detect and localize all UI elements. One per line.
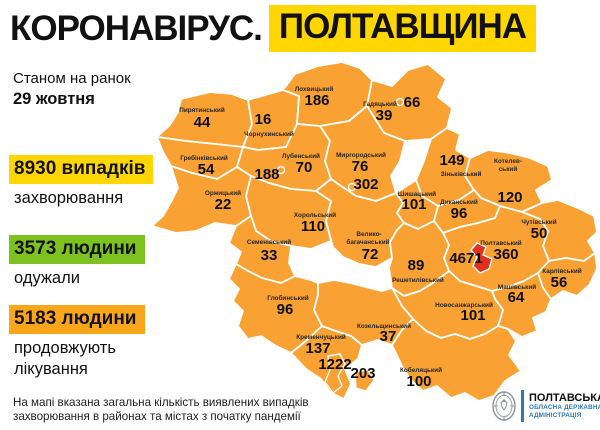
- city-count-horishni-plavni: 203: [350, 365, 375, 382]
- district-label-myrhorodskyi: Миргородський: [336, 151, 386, 159]
- city-count-hadiach: 66: [404, 94, 421, 111]
- district-count-dykanskyi: 96: [451, 205, 468, 222]
- district-count-shyshatskyi: 101: [401, 196, 426, 213]
- title-highlight: ПОЛТАВЩИНА: [268, 5, 537, 52]
- city-marker-hadiach: [395, 97, 405, 107]
- district-count-orzhytskyi: 22: [215, 196, 232, 213]
- district-label-mashivskyi: Машівський: [498, 283, 536, 291]
- district-label-chornukhynskyi: Чорнухинський: [244, 130, 294, 138]
- district-label-velykobahachanskyi: Велико-: [356, 231, 381, 238]
- as-of-line2: 29 жовтня: [13, 89, 95, 108]
- map-footnote: На мапі вказана загальна кількість виявл…: [13, 396, 309, 424]
- stat-recovered: 3573 людини одужали: [9, 235, 145, 289]
- district-count-hadiatskyi: 39: [376, 107, 393, 124]
- district-label-kotelevskyi: ський: [499, 165, 518, 173]
- district-count-chutivskyi: 50: [531, 225, 548, 242]
- district-label-hadiatskyi: Гадяцький: [363, 100, 397, 108]
- district-label-khorolskyi: Хорольський: [294, 211, 336, 219]
- as-of-line1: Станом на ранок: [13, 70, 131, 87]
- stat-cases-value: 8930 випадків: [9, 155, 154, 184]
- district-kobeliatskyi: [391, 318, 522, 402]
- district-label-hrebinkivskyi: Гребінківський: [180, 154, 228, 162]
- district-count-hlobynskyi: 96: [277, 301, 294, 318]
- city-marker-poltava: [470, 242, 493, 274]
- district-count-poltavskyi: 360: [493, 246, 518, 263]
- district-label-hlobynskyi: Глобинський: [267, 294, 309, 302]
- city-count-kremenchuk: 1222: [318, 356, 351, 373]
- district-count-pyriatynskyi: 44: [194, 114, 211, 131]
- city-count-lubny: 188: [254, 166, 279, 183]
- logo-subtitle-1: ОБЛАСНА ДЕРЖАВНА: [529, 404, 600, 412]
- district-label-poltavskyi: Полтавський: [480, 239, 521, 247]
- district-count-zinkivskyi: 149: [439, 152, 464, 169]
- stat-recovered-value: 3573 людини: [9, 235, 145, 264]
- district-count-novosanzharskyi: 101: [460, 307, 485, 324]
- city-count-myrhorod: 302: [353, 176, 378, 193]
- stat-treatment-caption: продовжують лікування: [14, 339, 116, 378]
- district-count-karlivskyi: 56: [551, 274, 568, 291]
- district-count-chornukhynskyi: 16: [255, 111, 272, 128]
- district-label-kremenchutskyi: Кременчуцький: [296, 333, 346, 341]
- district-orzhytskyi: [151, 165, 252, 234]
- page-title: КОРОНАВІРУС. ПОЛТАВЩИНА: [10, 5, 537, 52]
- district-count-lokhvytskyi: 186: [304, 92, 329, 109]
- stat-treatment-value: 5183 людини: [9, 305, 145, 334]
- district-label-zinkivskyi: Зіньківський: [441, 170, 482, 178]
- district-count-lubenskyi: 70: [296, 159, 313, 176]
- district-label-dykanskyi: Диканський: [440, 198, 478, 206]
- stat-treatment: 5183 людини продовжують лікування: [9, 305, 145, 379]
- district-label-lokhvytskyi: Лохвицький: [295, 85, 334, 93]
- district-label-reshetylivskyi: Решетилівський: [392, 276, 444, 284]
- district-count-reshetylivskyi: 89: [408, 257, 425, 274]
- city-marker-lubny: [276, 165, 286, 175]
- district-label-lubenskyi: Лубенський: [282, 152, 320, 160]
- stat-cases: 8930 випадків захворювання: [9, 155, 154, 209]
- district-count-mashivskyi: 64: [508, 289, 525, 306]
- district-label-orzhytskyi: Оржицький: [205, 189, 241, 197]
- district-label-kotelevskyi: Котелев-: [494, 158, 522, 165]
- district-count-myrhorodskyi: 76: [352, 158, 369, 175]
- logo-divider: [521, 390, 524, 422]
- city-marker-horishni-plavni: [354, 369, 375, 392]
- district-count-khorolskyi: 110: [301, 218, 325, 235]
- district-count-velykobahachanskyi: 72: [362, 246, 379, 263]
- district-label-semenivskyi: Семенівський: [247, 238, 291, 246]
- city-marker-myrhorod: [347, 182, 357, 192]
- district-label-shyshatskyi: Шишацький: [398, 190, 436, 198]
- district-count-semenivskyi: 33: [261, 247, 278, 264]
- district-label-velykobahachanskyi: багачанський: [346, 238, 389, 246]
- logo-subtitle-2: АДМІНІСТРАЦІЯ: [529, 412, 582, 420]
- as-of-date: Станом на ранок 29 жовтня: [13, 69, 131, 110]
- city-count-poltava: 4671: [449, 250, 482, 267]
- city-marker-kremenchuk: [324, 353, 346, 394]
- district-count-hrebinkivskyi: 54: [198, 161, 215, 178]
- district-label-pyriatynskyi: Пирятинський: [179, 106, 225, 114]
- district-label-novosanzharskyi: Новосанжарський: [435, 301, 493, 309]
- district-label-karlivskyi: Карлівський: [542, 267, 581, 275]
- coat-of-arms-icon: [492, 391, 516, 421]
- district-count-kremenchutskyi: 137: [305, 340, 330, 357]
- district-label-kobeliatskyi: Кобеляцький: [400, 366, 442, 374]
- district-count-kobeliatskyi: 100: [406, 373, 431, 390]
- administration-logo: ПОЛТАВСЬКА ОБЛАСНА ДЕРЖАВНА АДМІНІСТРАЦІ…: [492, 390, 600, 422]
- title-prefix: КОРОНАВІРУС.: [10, 8, 263, 48]
- district-count-kozelshchynskyi: 37: [380, 328, 397, 345]
- stat-cases-caption: захворювання: [14, 189, 124, 207]
- stat-recovered-caption: одужали: [14, 269, 80, 287]
- district-count-kotelevskyi: 120: [497, 189, 522, 206]
- district-label-chutivskyi: Чутівський: [521, 218, 556, 226]
- logo-title: ПОЛТАВСЬКА: [529, 391, 600, 404]
- district-label-kozelshchynskyi: Козельщинський: [357, 322, 411, 330]
